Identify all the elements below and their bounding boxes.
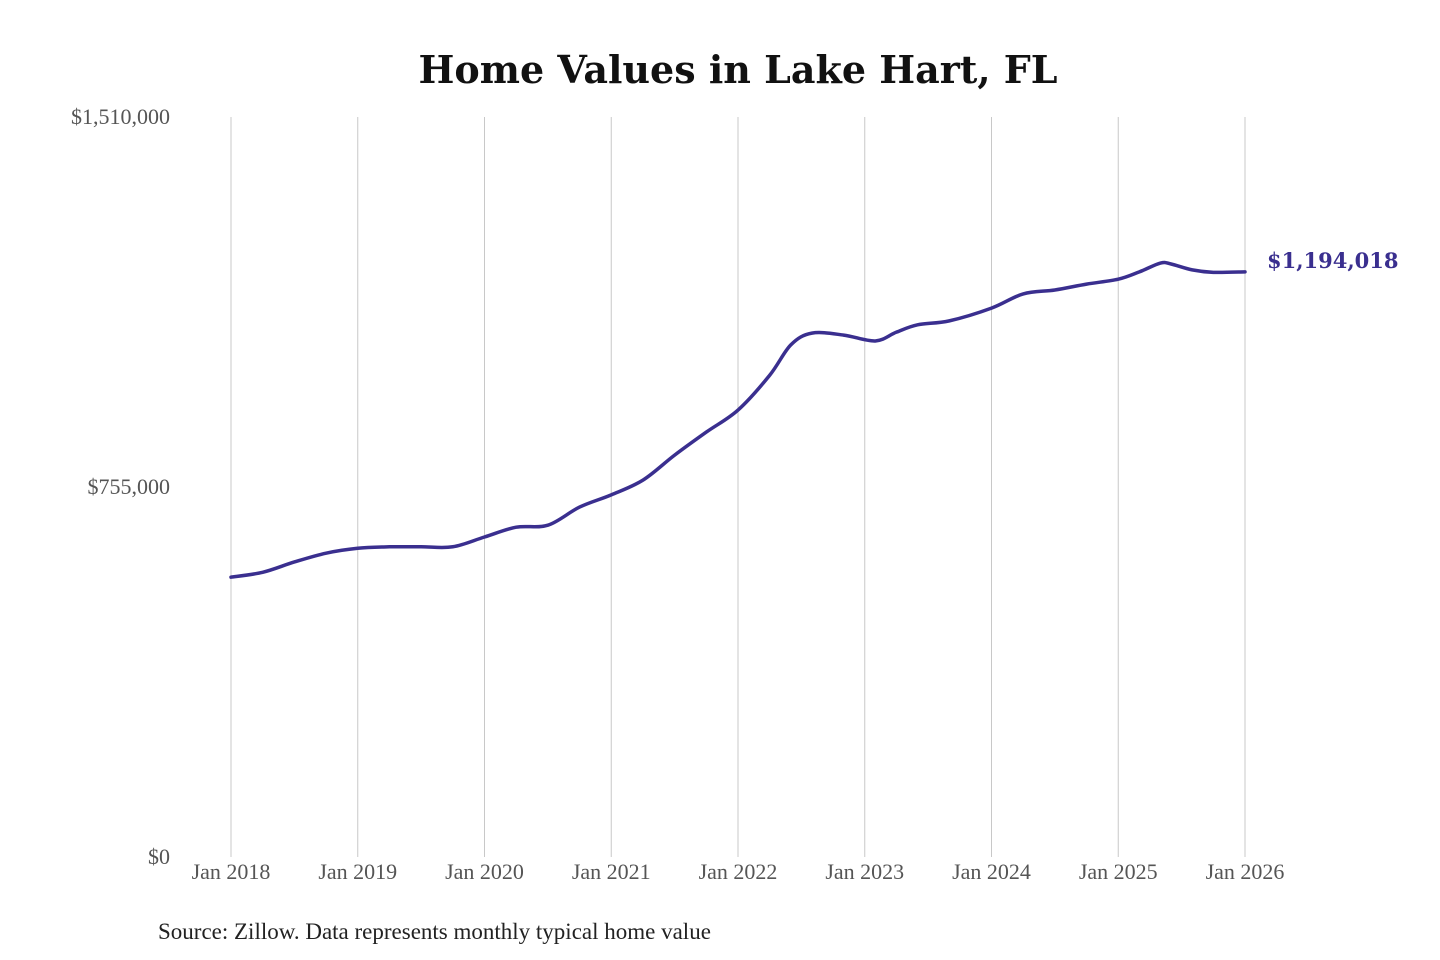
x-tick-label: Jan 2020 [445, 859, 524, 884]
x-tick-label: Jan 2022 [699, 859, 778, 884]
x-tick-label: Jan 2019 [318, 859, 397, 884]
y-tick-label: $0 [148, 844, 170, 869]
y-tick-label: $1,510,000 [71, 104, 170, 129]
x-tick-label: Jan 2021 [572, 859, 651, 884]
end-value-label: $1,194,018 [1267, 248, 1399, 273]
x-tick-label: Jan 2024 [952, 859, 1031, 884]
x-tick-label: Jan 2018 [192, 859, 271, 884]
source-note: Source: Zillow. Data represents monthly … [158, 919, 711, 944]
x-tick-label: Jan 2023 [825, 859, 904, 884]
chart-title: Home Values in Lake Hart, FL [419, 47, 1058, 92]
series-line [229, 260, 1247, 579]
x-tick-label: Jan 2025 [1079, 859, 1158, 884]
y-tick-label: $755,000 [88, 474, 171, 499]
x-tick-label: Jan 2026 [1206, 859, 1285, 884]
